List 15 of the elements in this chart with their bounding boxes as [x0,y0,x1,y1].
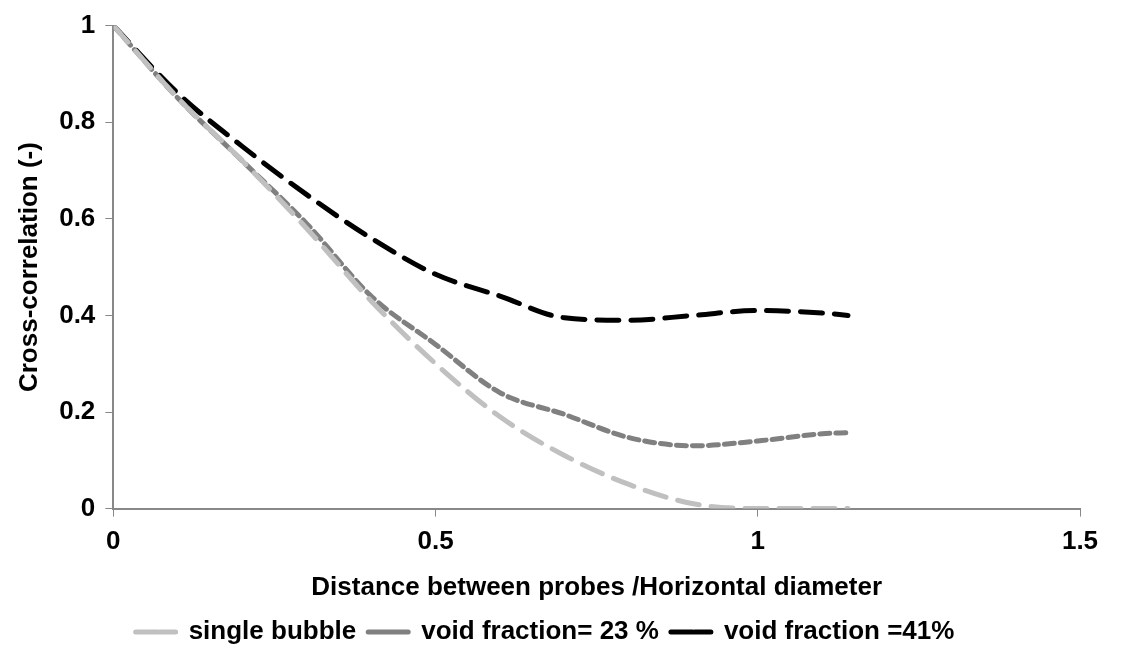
x-axis-title: Distance between probes /Horizontal diameter [311,570,883,601]
x-tick-label: 0.5 [417,525,454,556]
x-tick-label: 1.5 [1061,525,1099,556]
y-axis-title: Cross-correlation (-) [12,142,43,393]
x-tick-label: 1 [750,525,766,556]
y-tick-label: 0.2 [59,395,96,426]
y-tick-label: 0.6 [59,201,96,232]
y-tick-label: 0.8 [59,105,96,136]
x-tick-label: 0 [106,525,121,556]
y-tick-label: 0 [80,491,96,522]
y-tick-label: 1 [80,8,96,39]
legend-label: void fraction= 23 % [421,615,659,646]
legend-label: single bubble [188,615,357,646]
y-tick-label: 0.4 [59,298,96,329]
legend-label: void fraction =41% [723,615,955,646]
